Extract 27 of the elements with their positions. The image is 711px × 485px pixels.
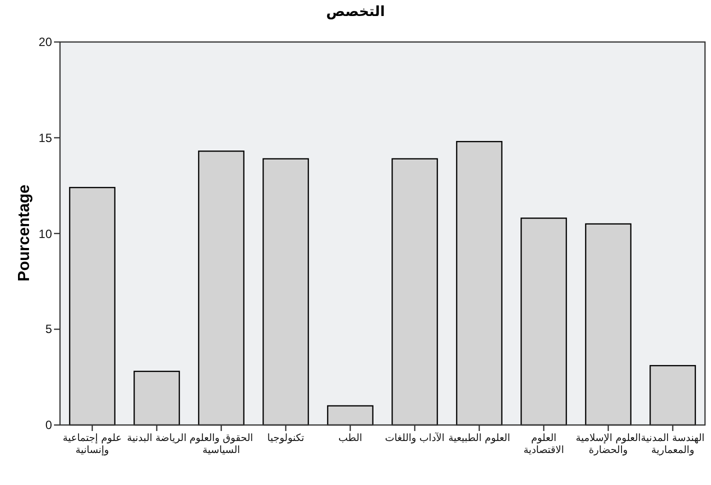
y-tick-label: 5 bbox=[44, 322, 52, 336]
x-tick-label: العلوم الطبيعية bbox=[447, 433, 512, 445]
chart-title: التخصص bbox=[325, 4, 386, 20]
y-axis-title: Pourcentage bbox=[16, 183, 34, 283]
x-tick-label: العلوم الاقتصادية bbox=[522, 433, 566, 457]
x-tick-label: الآداب واللغات bbox=[384, 433, 446, 445]
y-tick-label: 10 bbox=[38, 226, 52, 240]
x-tick-label: الرياضة البدنية bbox=[126, 433, 188, 445]
bar bbox=[585, 223, 632, 426]
y-tick-label: 15 bbox=[38, 130, 52, 145]
bar bbox=[650, 365, 696, 426]
x-tick-label: تكنولوجيا bbox=[266, 433, 306, 445]
x-tick-label: الهندسة المدنية والمعمارية bbox=[640, 433, 706, 457]
bar bbox=[134, 370, 180, 426]
y-tick-label: 0 bbox=[44, 418, 52, 432]
x-tick-label: الطب bbox=[337, 433, 364, 445]
x-tick-label: علوم إجتماعية وإنسانية bbox=[62, 433, 123, 457]
bar bbox=[456, 140, 502, 426]
bar bbox=[69, 186, 116, 426]
bar bbox=[327, 405, 374, 426]
bar bbox=[262, 158, 309, 426]
y-tick-label: 20 bbox=[38, 35, 52, 49]
bar bbox=[520, 218, 567, 426]
bar bbox=[392, 158, 438, 426]
x-tick-label: العلوم الإسلامية والحضارة bbox=[575, 433, 642, 457]
bar bbox=[198, 150, 244, 426]
x-tick-label: الحقوق والعلوم السياسية bbox=[188, 433, 254, 457]
